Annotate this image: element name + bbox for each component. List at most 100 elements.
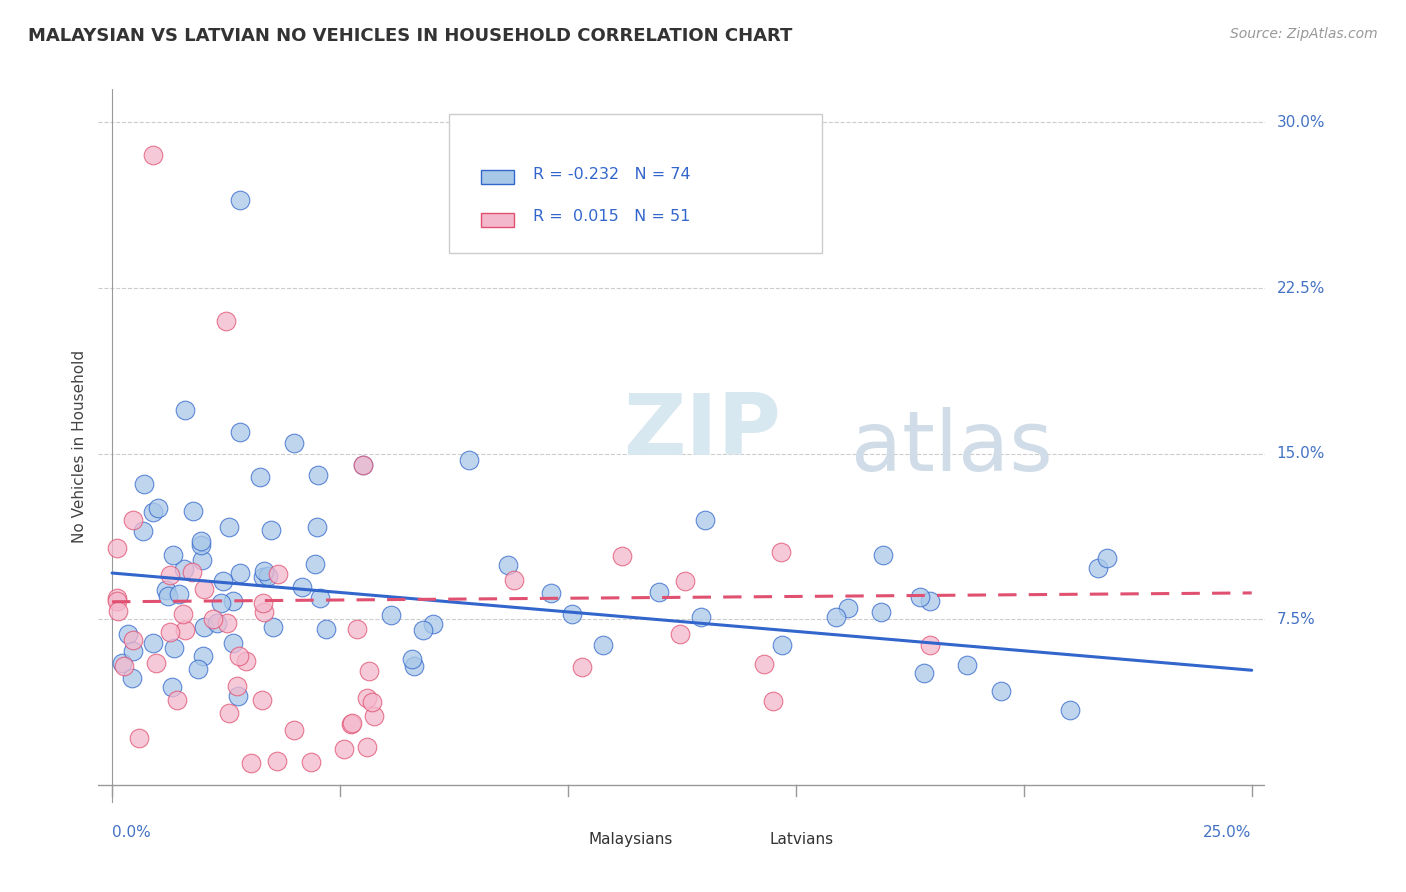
Point (352, 458, 374, 472)
Point (163, 641, 186, 656)
Point (155, 583, 177, 598)
Text: 30.0%: 30.0% (1277, 115, 1324, 130)
Point (162, 548, 184, 562)
Point (142, 148, 165, 162)
Point (918, 638, 941, 652)
Point (235, 654, 257, 668)
Point (105, 541, 128, 555)
Point (356, 739, 378, 754)
Point (305, 520, 328, 534)
Point (228, 649, 250, 664)
Point (359, 664, 381, 678)
Point (1095, 551, 1118, 566)
Point (315, 623, 337, 637)
Point (356, 691, 378, 706)
Point (309, 591, 332, 605)
Point (770, 545, 793, 559)
Point (229, 566, 252, 580)
Point (142, 636, 165, 650)
Point (105, 594, 128, 608)
Point (191, 649, 214, 664)
Text: 22.5%: 22.5% (1277, 281, 1324, 295)
Point (561, 607, 583, 621)
Point (253, 606, 276, 620)
Text: MALAYSIAN VS LATVIAN NO VEHICLES IN HOUSEHOLD CORRELATION CHART: MALAYSIAN VS LATVIAN NO VEHICLES IN HOUS… (28, 27, 793, 45)
Text: ZIP: ZIP (623, 390, 780, 473)
Point (690, 609, 713, 624)
Point (307, 468, 329, 483)
Point (380, 608, 402, 623)
Point (762, 694, 785, 708)
Point (167, 587, 190, 601)
Point (174, 623, 197, 637)
Point (160, 681, 183, 695)
FancyBboxPatch shape (541, 826, 581, 853)
Point (1087, 561, 1109, 575)
Text: R = -0.232   N = 74: R = -0.232 N = 74 (533, 167, 690, 182)
Point (363, 708, 385, 723)
Point (180, 565, 202, 579)
Point (240, 756, 263, 770)
Text: Source: ZipAtlas.com: Source: ZipAtlas.com (1230, 27, 1378, 41)
Point (1059, 703, 1081, 717)
Point (229, 425, 252, 439)
Point (693, 513, 716, 527)
Point (770, 638, 793, 652)
Point (156, 589, 179, 603)
Point (107, 604, 129, 618)
Point (218, 520, 240, 534)
Point (181, 503, 204, 517)
Point (121, 632, 143, 647)
FancyBboxPatch shape (481, 170, 513, 184)
Point (134, 477, 156, 491)
Point (340, 715, 363, 730)
Point (145, 657, 167, 671)
Point (218, 706, 240, 720)
Point (412, 623, 434, 637)
Point (990, 683, 1012, 698)
Point (225, 679, 247, 693)
Point (592, 639, 614, 653)
Point (250, 693, 273, 707)
Point (360, 695, 382, 709)
Point (340, 716, 363, 731)
Point (207, 615, 229, 630)
Point (172, 607, 194, 621)
Point (920, 594, 942, 608)
Point (209, 596, 232, 610)
Point (283, 435, 305, 450)
Point (191, 553, 214, 567)
Point (267, 566, 290, 581)
Text: R =  0.015   N = 51: R = 0.015 N = 51 (533, 210, 690, 225)
Point (837, 601, 859, 615)
Point (215, 314, 238, 328)
Point (112, 659, 135, 673)
Point (190, 538, 212, 552)
Text: 15.0%: 15.0% (1277, 446, 1324, 461)
Point (252, 570, 274, 584)
Text: 7.5%: 7.5% (1277, 612, 1315, 627)
Point (222, 636, 245, 650)
Point (132, 524, 155, 538)
Point (173, 562, 195, 576)
Point (291, 580, 314, 594)
Point (675, 574, 697, 589)
Point (262, 620, 284, 634)
Point (352, 458, 374, 472)
Text: 25.0%: 25.0% (1204, 825, 1251, 840)
Point (299, 755, 322, 769)
Point (105, 591, 128, 605)
Point (908, 590, 931, 604)
Point (174, 402, 197, 417)
Point (212, 574, 235, 588)
Point (824, 610, 846, 624)
Point (754, 657, 776, 672)
Point (159, 625, 181, 640)
Point (142, 504, 165, 518)
Point (117, 627, 139, 641)
Point (121, 671, 143, 685)
Point (146, 501, 169, 516)
Point (266, 754, 288, 768)
Point (257, 569, 280, 583)
FancyBboxPatch shape (723, 826, 761, 853)
